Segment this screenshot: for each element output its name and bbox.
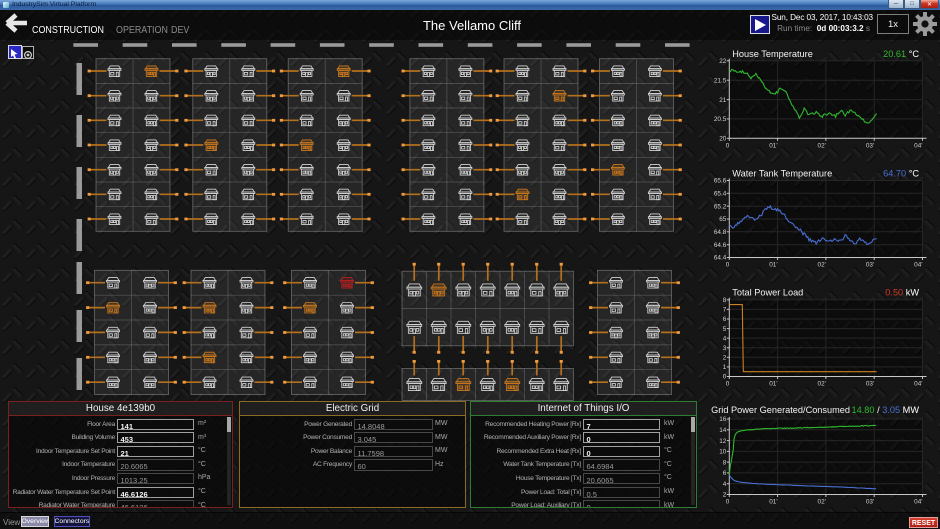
svg-text:03': 03' bbox=[866, 499, 874, 506]
svg-text:6: 6 bbox=[723, 316, 727, 323]
svg-text:65.2: 65.2 bbox=[714, 203, 727, 210]
svg-text:14: 14 bbox=[719, 427, 727, 434]
svg-text:04': 04' bbox=[914, 381, 922, 388]
svg-text:01': 01' bbox=[769, 381, 777, 388]
svg-text:21: 21 bbox=[719, 97, 727, 104]
svg-text:02': 02' bbox=[818, 142, 826, 149]
svg-text:04': 04' bbox=[914, 499, 922, 506]
svg-text:65: 65 bbox=[719, 216, 727, 223]
svg-text:04': 04' bbox=[914, 142, 922, 149]
svg-text:0: 0 bbox=[726, 262, 730, 269]
svg-text:22: 22 bbox=[719, 58, 727, 65]
svg-text:02': 02' bbox=[818, 262, 826, 269]
svg-text:7: 7 bbox=[723, 307, 727, 314]
svg-text:1: 1 bbox=[723, 364, 727, 371]
svg-text:8: 8 bbox=[723, 459, 727, 466]
svg-text:0: 0 bbox=[726, 142, 730, 149]
svg-text:Water Tank Temperature: Water Tank Temperature bbox=[732, 169, 832, 179]
svg-text:01': 01' bbox=[769, 262, 777, 269]
svg-text:02': 02' bbox=[818, 381, 826, 388]
svg-text:64.6: 64.6 bbox=[714, 242, 727, 249]
svg-text:03': 03' bbox=[866, 262, 874, 269]
svg-text:64.70 °C: 64.70 °C bbox=[883, 169, 919, 179]
svg-text:2: 2 bbox=[723, 355, 727, 362]
svg-text:20: 20 bbox=[719, 136, 727, 143]
svg-text:65.6: 65.6 bbox=[714, 178, 727, 185]
svg-text:4: 4 bbox=[723, 481, 727, 488]
svg-text:12: 12 bbox=[719, 438, 727, 445]
svg-text:02': 02' bbox=[818, 499, 826, 506]
svg-text:01': 01' bbox=[769, 142, 777, 149]
svg-text:20.61 °C: 20.61 °C bbox=[883, 49, 919, 59]
svg-text:64.8: 64.8 bbox=[714, 229, 727, 236]
svg-text:04': 04' bbox=[914, 262, 922, 269]
svg-text:01': 01' bbox=[769, 499, 777, 506]
svg-text:64.4: 64.4 bbox=[714, 255, 727, 262]
svg-text:03': 03' bbox=[866, 142, 874, 149]
svg-text:0: 0 bbox=[726, 381, 730, 388]
svg-text:2: 2 bbox=[723, 492, 727, 499]
svg-text:0.50 kW: 0.50 kW bbox=[885, 288, 919, 298]
svg-text:5: 5 bbox=[723, 326, 727, 333]
svg-text:Total Power Load: Total Power Load bbox=[732, 288, 803, 298]
svg-text:3: 3 bbox=[723, 345, 727, 352]
svg-text:20.5: 20.5 bbox=[714, 116, 727, 123]
svg-text:21.5: 21.5 bbox=[714, 77, 727, 84]
svg-text:10: 10 bbox=[719, 449, 727, 456]
svg-text:0: 0 bbox=[726, 499, 730, 506]
svg-text:14.80 / 3.05 MW: 14.80 / 3.05 MW bbox=[852, 405, 920, 415]
svg-text:Grid Power Generated/Consumed: Grid Power Generated/Consumed bbox=[711, 405, 850, 415]
svg-text:4: 4 bbox=[723, 335, 727, 342]
svg-text:65.4: 65.4 bbox=[714, 191, 727, 198]
svg-text:03': 03' bbox=[866, 381, 874, 388]
svg-text:8: 8 bbox=[723, 297, 727, 304]
svg-text:0: 0 bbox=[723, 374, 727, 381]
svg-text:House Temperature: House Temperature bbox=[732, 49, 813, 59]
svg-text:6: 6 bbox=[723, 470, 727, 477]
svg-text:16: 16 bbox=[719, 416, 727, 423]
